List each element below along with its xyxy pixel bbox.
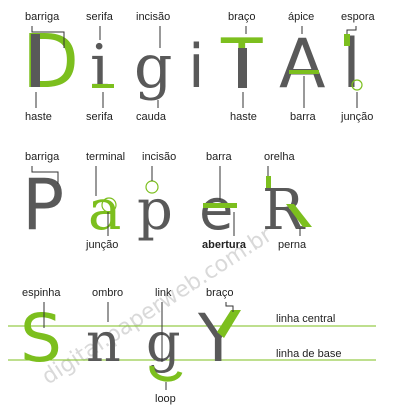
glyph-i-serif-base: [92, 84, 114, 88]
label-barra-2: barra: [206, 151, 233, 163]
glyph-s: S: [20, 300, 62, 377]
label-apice: ápice: [288, 11, 314, 23]
glyph-d-stem: [31, 34, 40, 87]
label-orelha: orelha: [264, 151, 295, 163]
glyph-g-lower: g: [146, 311, 181, 374]
glyph-r-ear: [266, 176, 271, 188]
glyph-p-lower: p: [137, 178, 173, 243]
label-abertura: abertura: [202, 239, 247, 251]
label-serifa-bottom: serifa: [86, 111, 114, 123]
glyph-p-cap: P: [22, 164, 64, 246]
glyph-y-arm: [217, 310, 241, 338]
leader-barriga-2: [31, 166, 59, 184]
glyph-t-stem: [238, 48, 247, 88]
label-linha-de-base: linha de base: [276, 348, 341, 360]
row-2: P a p e R barriga terminal incisão barra…: [22, 151, 312, 251]
glyph-l-join-marker: [351, 79, 363, 91]
label-espora: espora: [341, 11, 376, 23]
label-linha-central: linha central: [276, 313, 335, 325]
glyph-g-loop: [149, 365, 183, 382]
label-juncao-2: junção: [85, 239, 118, 251]
glyph-a-bar: [289, 70, 319, 74]
row-1: D i g i T A l barriga serifa incisão bra…: [22, 11, 376, 123]
glyph-e-bar: [203, 203, 237, 208]
label-barriga-2: barriga: [25, 151, 60, 163]
label-juncao-1: junção: [340, 111, 373, 123]
glyph-i-sans: i: [188, 32, 205, 102]
glyph-e: e: [199, 178, 233, 243]
leader-espora: [346, 26, 357, 34]
label-serifa-top: serifa: [86, 11, 114, 23]
label-braco-2: braço: [206, 287, 234, 299]
label-haste-1: haste: [25, 111, 52, 123]
glyph-i-serif: i: [90, 32, 109, 102]
label-link: link: [155, 287, 172, 299]
glyph-l-spur: [344, 34, 350, 46]
label-incisao-1: incisão: [136, 11, 170, 23]
label-barra-1: barra: [290, 111, 317, 123]
glyph-r-leg: [286, 204, 312, 227]
label-ombro: ombro: [92, 287, 123, 299]
label-perna: perna: [278, 239, 307, 251]
label-loop: loop: [155, 393, 176, 405]
label-barriga-1: barriga: [25, 11, 60, 23]
label-haste-2: haste: [230, 111, 257, 123]
label-braco-1: braço: [228, 11, 256, 23]
leader-barriga-1: [31, 26, 65, 48]
glyph-a-terminal-marker: [101, 197, 117, 213]
label-terminal: terminal: [86, 151, 125, 163]
label-espinha: espinha: [22, 287, 61, 299]
glyph-n: n: [86, 311, 121, 374]
label-incisao-2: incisão: [142, 151, 176, 163]
leader-braco-2: [225, 302, 234, 312]
glyph-a-cap: A: [279, 25, 326, 104]
label-cauda: cauda: [136, 111, 167, 123]
row-3: S n g Y espinha ombro link braço linha c…: [8, 287, 376, 405]
glyph-g: g: [134, 32, 172, 102]
